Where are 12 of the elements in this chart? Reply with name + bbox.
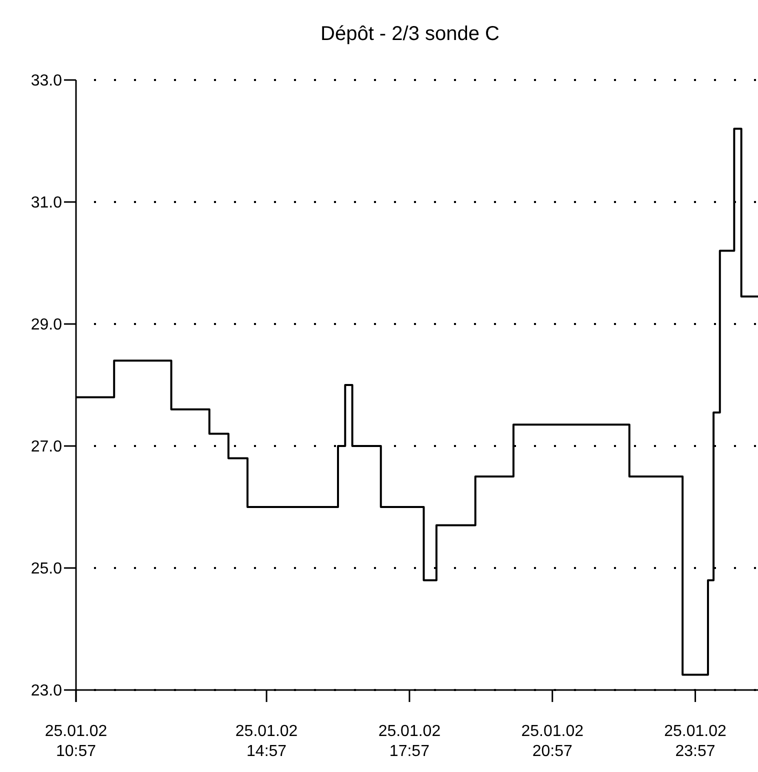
x-tick-label: 25.01.02 14:57 (235, 723, 298, 760)
x-tick-label: 25.01.02 10:57 (44, 723, 108, 760)
y-tick-label: 33.0 (30, 72, 62, 90)
y-tick-label: 25.0 (30, 560, 62, 578)
y-tick-label: 31.0 (30, 194, 62, 212)
chart-title: Dépôt - 2/3 sonde C (320, 23, 500, 45)
y-tick-label: 23.0 (30, 682, 62, 700)
y-tick-label: 29.0 (30, 316, 62, 334)
x-tick-label: 25.01.02 20:57 (521, 723, 584, 760)
y-tick-label: 27.0 (30, 438, 62, 456)
x-tick-label: 25.01.02 23:57 (664, 723, 727, 760)
x-tick-label: 25.01.02 17:57 (378, 723, 441, 760)
